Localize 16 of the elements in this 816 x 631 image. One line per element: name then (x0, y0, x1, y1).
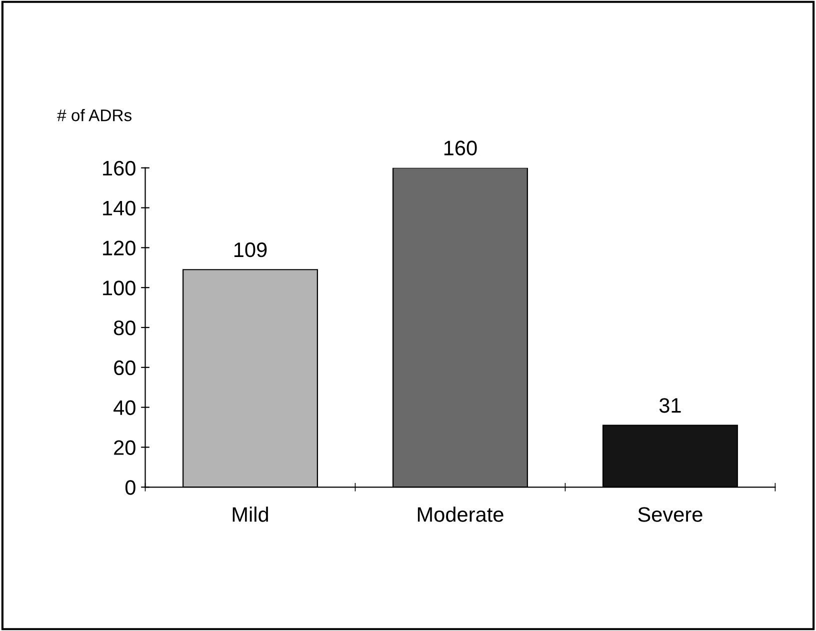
data-label: 109 (234, 242, 267, 258)
x-tick-label: Severe (638, 507, 702, 522)
x-tick-label: Moderate (418, 506, 504, 522)
y-axis-title: # of ADRs (57, 109, 132, 122)
y-tick-label: 40 (114, 400, 136, 416)
data-label: 31 (659, 398, 681, 413)
y-tick-label: 0 (125, 480, 136, 495)
y-tick-label: 80 (114, 320, 136, 336)
y-tick-label: 120 (103, 240, 136, 256)
y-tick-label: 60 (114, 360, 136, 376)
x-tick-label: Mild (232, 506, 268, 522)
y-tick-label: 20 (114, 440, 136, 455)
y-tick-label: 160 (103, 160, 136, 176)
y-tick-label: 100 (103, 280, 136, 296)
data-label: 160 (444, 140, 477, 156)
y-tick-label: 140 (103, 200, 136, 216)
